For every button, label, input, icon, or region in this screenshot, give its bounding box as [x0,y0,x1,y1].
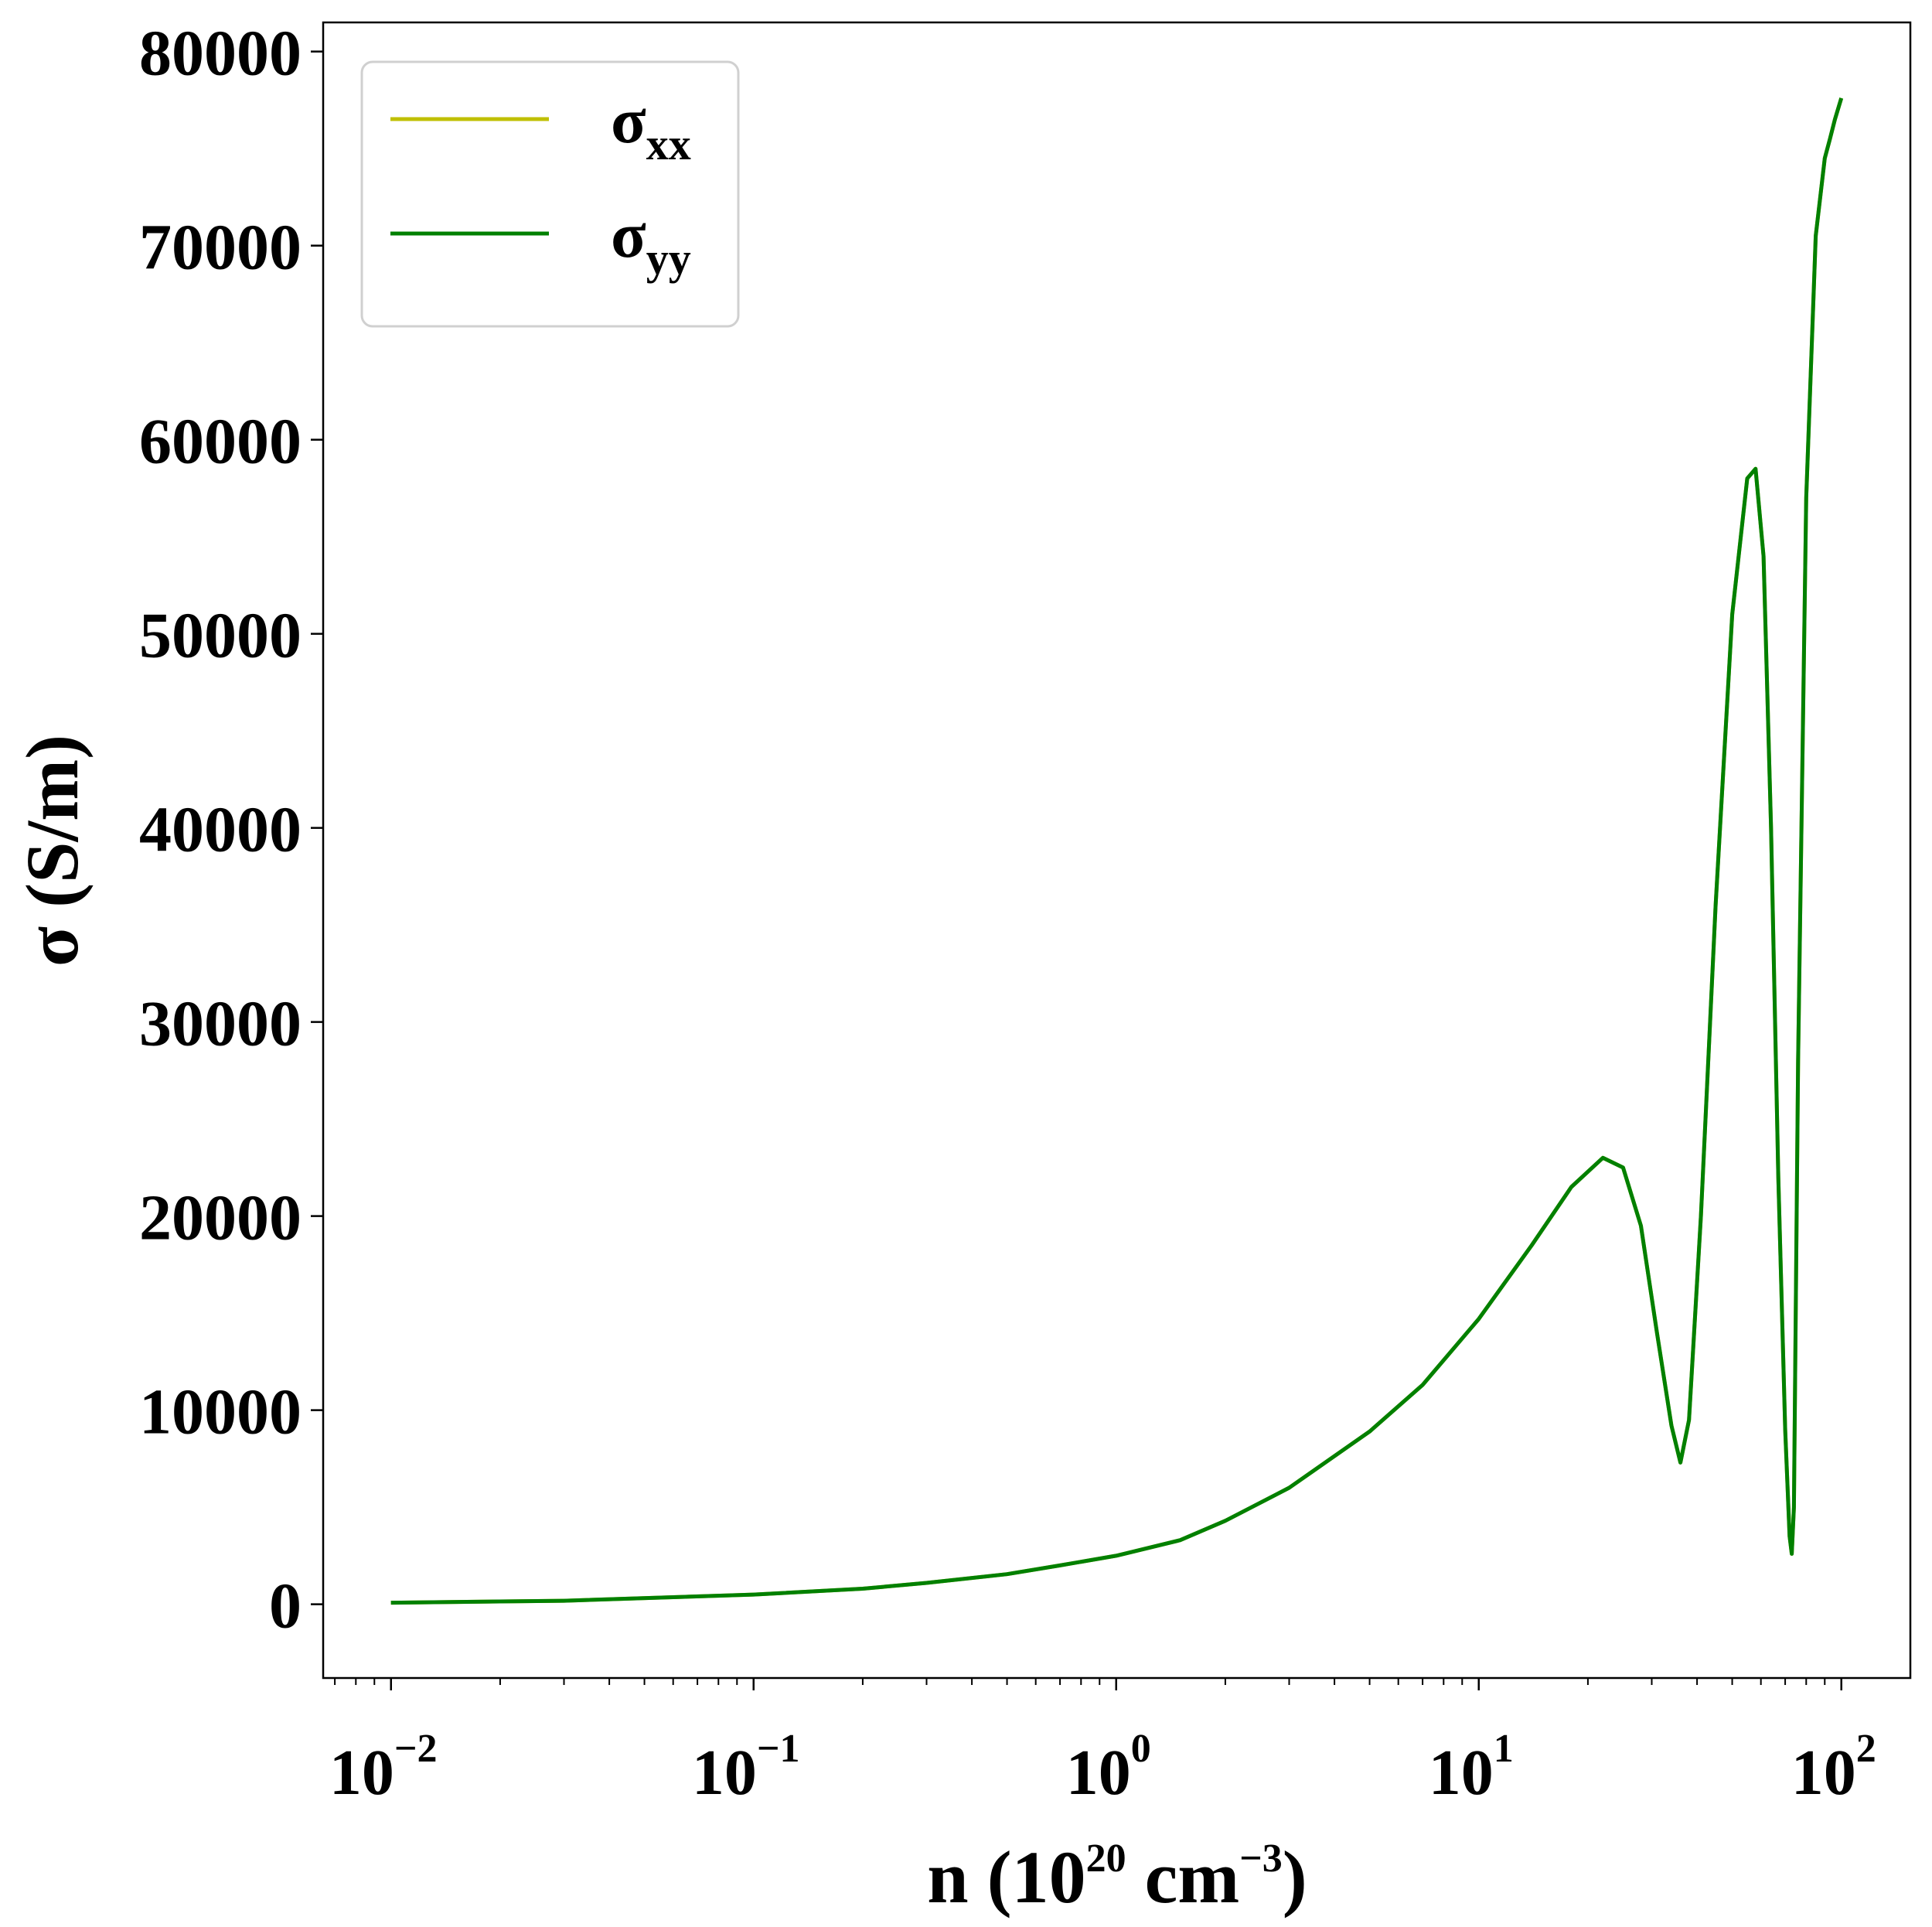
y-tick-label: 60000 [139,406,302,478]
x-axis-label-exp1: 20 [1086,1837,1126,1881]
x-tick-label: 102 [1791,1727,1876,1809]
legend: σxx σyy [360,60,740,328]
x-tick-label: 10−2 [329,1727,438,1809]
y-axis-label: σ (S/m) [11,735,94,967]
y-tick-label: 80000 [139,18,302,90]
y-tick-label: 40000 [139,794,302,866]
y-tick-label: 30000 [139,988,302,1060]
legend-entry-sxx: σxx [611,85,691,169]
x-axis-label-exp2: −3 [1239,1837,1283,1881]
y-axis: 0 10000 20000 30000 40000 50000 60000 70000 8000… [139,18,323,1642]
x-tick-label: 100 [1066,1727,1151,1809]
x-tick-label: 101 [1429,1727,1514,1809]
x-axis: 10−2 10−1 100 101 102 [329,1678,1876,1809]
legend-box [360,60,740,328]
y-tick-label: 70000 [139,212,302,284]
y-tick-label: 10000 [139,1376,302,1448]
x-tick-label: 10−1 [692,1727,800,1809]
x-axis-label: n (1020 cm−3) [927,1836,1307,1918]
series-layer [390,97,1844,1605]
y-tick-label: 0 [269,1571,302,1642]
legend-entry-syy: σyy [611,200,691,284]
series-line-syy [390,97,1844,1605]
y-tick-label: 20000 [139,1182,302,1254]
y-tick-label: 50000 [139,600,302,672]
